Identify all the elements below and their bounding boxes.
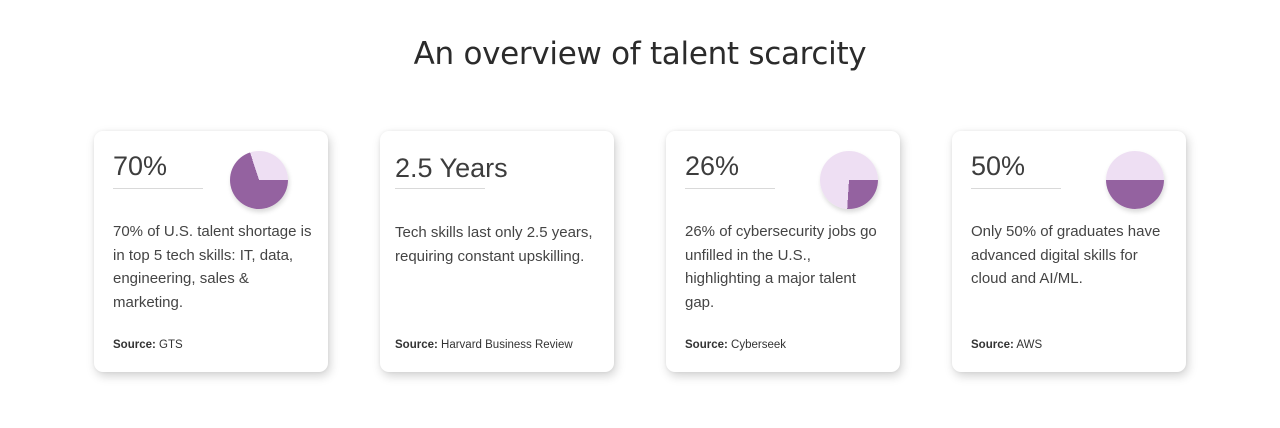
divider xyxy=(971,188,1061,189)
stat-card-cybersecurity-gap: 26% 26% of cybersecurity jobs go unfille… xyxy=(666,131,900,372)
divider xyxy=(113,188,203,189)
source-citation: Source: AWS xyxy=(971,339,1042,351)
source-value: AWS xyxy=(1016,339,1043,351)
source-value: GTS xyxy=(159,339,183,351)
stat-card-skill-lifespan: 2.5 Years Tech skills last only 2.5 year… xyxy=(380,131,614,372)
stat-value: 50% xyxy=(971,151,1026,181)
source-citation: Source: Cyberseek xyxy=(685,339,786,351)
source-label: Source: xyxy=(685,339,728,351)
source-value: Cyberseek xyxy=(731,339,786,351)
stat-description: Tech skills last only 2.5 years, requiri… xyxy=(395,224,593,265)
source-label: Source: xyxy=(395,339,438,351)
divider xyxy=(395,188,485,189)
pie-chart-icon xyxy=(820,151,878,209)
stat-description: 70% of U.S. talent shortage is in top 5 … xyxy=(113,223,312,311)
stat-value: 26% xyxy=(685,151,740,181)
stat-description: Only 50% of graduates have advanced digi… xyxy=(971,223,1161,287)
page-title: An overview of talent scarcity xyxy=(413,36,867,72)
stat-value: 70% xyxy=(113,151,168,181)
source-label: Source: xyxy=(113,339,156,351)
stat-value: 2.5 Years xyxy=(395,153,508,183)
divider xyxy=(685,188,775,189)
stat-card-graduate-digital-skills: 50% Only 50% of graduates have advanced … xyxy=(952,131,1186,372)
source-value: Harvard Business Review xyxy=(441,339,573,351)
source-label: Source: xyxy=(971,339,1014,351)
source-citation: Source: GTS xyxy=(113,339,183,351)
source-citation: Source: Harvard Business Review xyxy=(395,339,573,351)
pie-chart-icon xyxy=(1106,151,1164,209)
pie-chart-icon xyxy=(230,151,288,209)
stat-card-us-talent-shortage: 70% 70% of U.S. talent shortage is in to… xyxy=(94,131,328,372)
stat-description: 26% of cybersecurity jobs go unfilled in… xyxy=(685,223,877,311)
